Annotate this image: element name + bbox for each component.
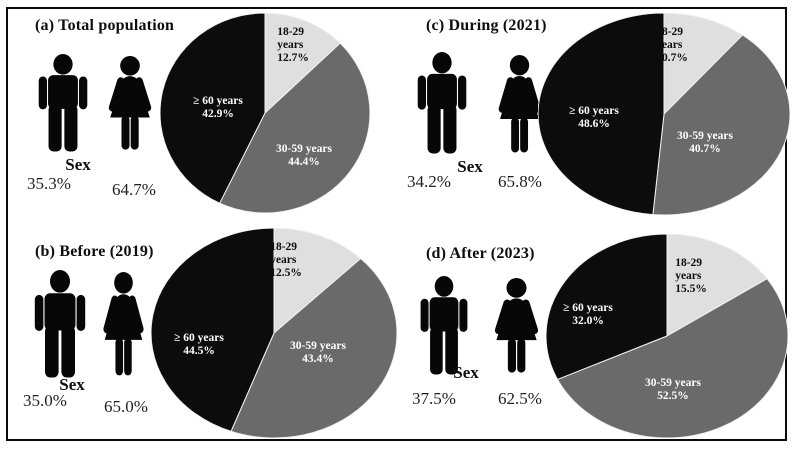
slice-label-30-59-years: 30-59 years 43.4% bbox=[290, 339, 346, 365]
male-icon bbox=[415, 52, 469, 154]
slice-label-ge-60-years: ≥ 60 years 32.0% bbox=[563, 301, 613, 327]
male-icon bbox=[32, 270, 88, 378]
pie-svg bbox=[160, 13, 370, 213]
female-percentage: 62.5% bbox=[498, 389, 542, 408]
pie-slice-30-59-years bbox=[653, 35, 790, 215]
sex-label: Sex bbox=[453, 363, 479, 382]
pie-svg bbox=[546, 234, 788, 438]
pie-slice-30-59-years bbox=[220, 43, 370, 213]
female-icon bbox=[102, 56, 158, 152]
pie-slice-30-59-years bbox=[231, 259, 397, 438]
pie-slice-ge-60-years bbox=[546, 234, 667, 379]
pie-slice-ge-60-years bbox=[151, 228, 274, 431]
slice-label-ge-60-years: ≥ 60 years 42.9% bbox=[193, 94, 243, 120]
slice-label-18-29-years: 18-29 years 15.5% bbox=[675, 257, 707, 296]
panel-total-population: (a) Total population Sex 35.3% 64.7% 18-… bbox=[8, 9, 396, 225]
male-icon bbox=[418, 276, 470, 375]
slice-label-30-59-years: 30-59 years 44.4% bbox=[276, 142, 332, 168]
pie-slice-ge-60-years bbox=[538, 13, 664, 215]
pie-slice-18-29-years bbox=[274, 228, 361, 333]
slice-label-ge-60-years: ≥ 60 years 44.5% bbox=[174, 331, 224, 357]
slice-label-30-59-years: 30-59 years 52.5% bbox=[645, 376, 701, 402]
pie-chart-during-2021: 18-29 years 10.7% 30-59 years 40.7% ≥ 60 year… bbox=[538, 13, 790, 215]
female-percentage: 65.0% bbox=[104, 397, 148, 416]
pie-slice-18-29-years bbox=[667, 234, 767, 336]
slice-label-18-29-years: 18-29 years 10.7% bbox=[656, 26, 688, 65]
pie-svg bbox=[151, 228, 397, 438]
female-percentage: 65.8% bbox=[498, 172, 542, 191]
panel-title: (b) Before (2019) bbox=[35, 243, 154, 260]
male-percentage: 35.3% bbox=[27, 174, 71, 193]
panel-before-2019: (b) Before (2019) Sex 35.0% 65.0% 18-29 y… bbox=[8, 225, 396, 441]
pie-slice-ge-60-years bbox=[160, 13, 265, 203]
sex-label: Sex bbox=[59, 375, 85, 394]
pie-chart-total-population: 18-29 years 12.7% 30-59 years 44.4% ≥ 60 year… bbox=[160, 13, 370, 213]
pie-slice-18-29-years bbox=[265, 13, 340, 113]
panel-title: (c) During (2021) bbox=[426, 17, 547, 34]
pie-slice-18-29-years bbox=[664, 13, 742, 114]
pie-chart-after-2023: 18-29 years 15.5% 30-59 years 52.5% ≥ 60 year… bbox=[546, 234, 788, 438]
sex-label: Sex bbox=[65, 155, 91, 174]
pie-chart-before-2019: 18-29 years 12.5% 30-59 years 43.4% ≥ 60 year… bbox=[151, 228, 397, 438]
female-icon bbox=[488, 278, 545, 375]
panel-during-2021: (c) During (2021) Sex 34.2% 65.8% 18-29 y… bbox=[396, 9, 784, 225]
pie-svg bbox=[538, 13, 790, 215]
sex-label: Sex bbox=[457, 157, 483, 176]
panel-title: (d) After (2023) bbox=[426, 245, 535, 262]
female-percentage: 64.7% bbox=[112, 180, 156, 199]
male-percentage: 37.5% bbox=[412, 389, 456, 408]
slice-label-18-29-years: 18-29 years 12.5% bbox=[270, 241, 302, 280]
slice-label-ge-60-years: ≥ 60 years 48.6% bbox=[569, 104, 619, 130]
male-percentage: 35.0% bbox=[23, 391, 67, 410]
male-percentage: 34.2% bbox=[407, 172, 451, 191]
slice-label-30-59-years: 30-59 years 40.7% bbox=[677, 129, 733, 155]
pie-slice-30-59-years bbox=[558, 279, 788, 438]
panel-after-2023: (d) After (2023) Sex 37.5% 62.5% 18-29 ye… bbox=[396, 225, 784, 441]
female-icon bbox=[97, 272, 150, 378]
slice-label-18-29-years: 18-29 years 12.7% bbox=[277, 26, 309, 65]
male-icon bbox=[36, 54, 90, 152]
figure-frame bbox=[6, 7, 787, 441]
panel-title: (a) Total population bbox=[35, 17, 175, 34]
